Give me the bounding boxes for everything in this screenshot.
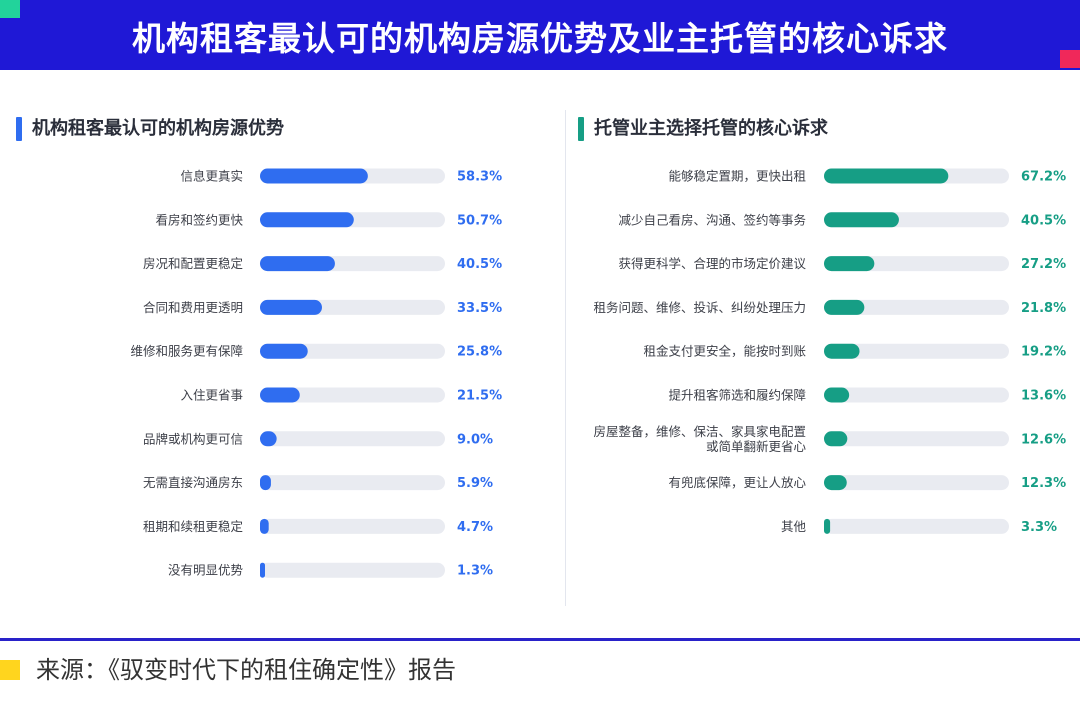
left-bar bbox=[260, 212, 354, 228]
right-bar-track bbox=[824, 518, 1009, 534]
right-category-label: 租金支付更安全，能按时到账 bbox=[643, 344, 806, 359]
right-category-label: 减少自己看房、沟通、签约等事务 bbox=[618, 212, 806, 227]
left-value-label: 5.9% bbox=[457, 476, 493, 491]
left-bar bbox=[260, 562, 265, 578]
left-category-label: 合同和费用更透明 bbox=[143, 300, 243, 315]
left-category-label: 房况和配置更稳定 bbox=[143, 256, 243, 271]
right-category-label: 其他 bbox=[781, 519, 807, 534]
right-value-label: 67.2% bbox=[1021, 170, 1066, 185]
right-chart-title-wrap: 托管业主选择托管的核心诉求 bbox=[578, 116, 828, 142]
right-value-label: 3.3% bbox=[1021, 520, 1057, 535]
footer-divider bbox=[0, 638, 1080, 641]
left-bar-track bbox=[260, 562, 445, 578]
source-note: 来源：《驭变时代下的租住确定性》报告 bbox=[36, 656, 456, 684]
left-chart-title: 机构租客最认可的机构房源优势 bbox=[32, 118, 284, 139]
left-value-label: 1.3% bbox=[457, 564, 493, 579]
left-value-label: 33.5% bbox=[457, 301, 502, 316]
left-value-label: 50.7% bbox=[457, 213, 502, 228]
left-chart-panel: 机构租客最认可的机构房源优势 信息更真实 58.3% 看房和签约更快 50.7% 房况和… bbox=[12, 100, 557, 610]
left-bar bbox=[260, 518, 269, 534]
right-category-label: 获得更科学、合理的市场定价建议 bbox=[618, 256, 806, 271]
right-bar bbox=[824, 168, 949, 184]
page-header: 机构租客最认可的机构房源优势及业主托管的核心诉求 bbox=[0, 0, 1080, 70]
left-value-label: 25.8% bbox=[457, 345, 502, 360]
left-bar-track bbox=[260, 431, 445, 447]
left-bar bbox=[260, 299, 322, 315]
left-category-label: 看房和签约更快 bbox=[155, 212, 243, 227]
footer: 来源：《驭变时代下的租住确定性》报告 bbox=[0, 652, 1080, 688]
corner-accent-right bbox=[1060, 50, 1080, 68]
panel-divider bbox=[565, 110, 566, 606]
right-value-label: 40.5% bbox=[1021, 213, 1066, 228]
right-bar bbox=[824, 343, 860, 359]
left-category-label: 无需直接沟通房东 bbox=[143, 475, 243, 490]
left-bar bbox=[260, 343, 308, 359]
left-category-label: 没有明显优势 bbox=[168, 563, 244, 578]
right-value-label: 27.2% bbox=[1021, 257, 1066, 272]
corner-accent-top-left bbox=[0, 0, 20, 18]
right-value-label: 12.6% bbox=[1021, 432, 1066, 447]
left-value-label: 40.5% bbox=[457, 257, 502, 272]
page-title: 机构租客最认可的机构房源优势及业主托管的核心诉求 bbox=[132, 19, 948, 58]
right-bar-track bbox=[824, 387, 1009, 403]
left-category-label: 租期和续租更稳定 bbox=[143, 519, 243, 534]
right-bar-chart: 能够稳定置期，更快出租 67.2% 减少自己看房、沟通、签约等事务 40.5% 获得更科… bbox=[593, 168, 1066, 535]
left-bar bbox=[260, 168, 368, 184]
right-bar-track bbox=[824, 299, 1009, 315]
right-category-label: 提升租客筛选和履约保障 bbox=[668, 388, 806, 403]
right-bar bbox=[824, 431, 848, 447]
right-category-label: 租务问题、维修、投诉、纠纷处理压力 bbox=[593, 300, 806, 315]
right-bar-track bbox=[824, 343, 1009, 359]
left-title-accent-bar bbox=[16, 117, 22, 141]
left-category-label: 入住更省事 bbox=[180, 388, 243, 403]
right-bar bbox=[824, 518, 831, 534]
left-bar-track bbox=[260, 518, 445, 534]
right-category-label: 有兜底保障，更让人放心 bbox=[668, 475, 806, 490]
right-bar bbox=[824, 256, 875, 272]
footer-square-icon bbox=[0, 660, 20, 680]
right-title-accent-bar bbox=[578, 117, 584, 141]
left-category-label: 品牌或机构更可信 bbox=[143, 431, 243, 446]
right-value-label: 21.8% bbox=[1021, 301, 1066, 316]
right-bar-track bbox=[824, 475, 1009, 491]
right-bar bbox=[824, 212, 899, 228]
right-bar bbox=[824, 475, 847, 491]
right-bar bbox=[824, 299, 865, 315]
left-value-label: 9.0% bbox=[457, 432, 493, 447]
right-bar-track bbox=[824, 431, 1009, 447]
left-bar-chart: 信息更真实 58.3% 看房和签约更快 50.7% 房况和配置更稳定 40.5% 合同和费用… bbox=[130, 168, 502, 579]
left-bar bbox=[260, 475, 271, 491]
right-category-label: 能够稳定置期，更快出租 bbox=[668, 169, 806, 184]
right-category-label: 房屋整备，维修、保洁、家具家电配置或简单翻新更省心 bbox=[593, 424, 806, 454]
left-chart-title-wrap: 机构租客最认可的机构房源优势 bbox=[16, 116, 284, 142]
left-bar bbox=[260, 256, 335, 272]
left-bar-track bbox=[260, 387, 445, 403]
left-bar bbox=[260, 387, 300, 403]
left-bar bbox=[260, 431, 277, 447]
right-bar bbox=[824, 387, 850, 403]
left-bar-track bbox=[260, 475, 445, 491]
right-chart-title: 托管业主选择托管的核心诉求 bbox=[594, 118, 828, 139]
right-value-label: 12.3% bbox=[1021, 476, 1066, 491]
left-category-label: 信息更真实 bbox=[180, 169, 243, 184]
left-value-label: 58.3% bbox=[457, 170, 502, 185]
left-value-label: 21.5% bbox=[457, 389, 502, 404]
right-value-label: 19.2% bbox=[1021, 345, 1066, 360]
right-value-label: 13.6% bbox=[1021, 389, 1066, 404]
left-value-label: 4.7% bbox=[457, 520, 493, 535]
right-chart-panel: 托管业主选择托管的核心诉求 能够稳定置期，更快出租 67.2% 减少自己看房、沟通、… bbox=[574, 100, 1074, 610]
left-category-label: 维修和服务更有保障 bbox=[130, 344, 243, 359]
